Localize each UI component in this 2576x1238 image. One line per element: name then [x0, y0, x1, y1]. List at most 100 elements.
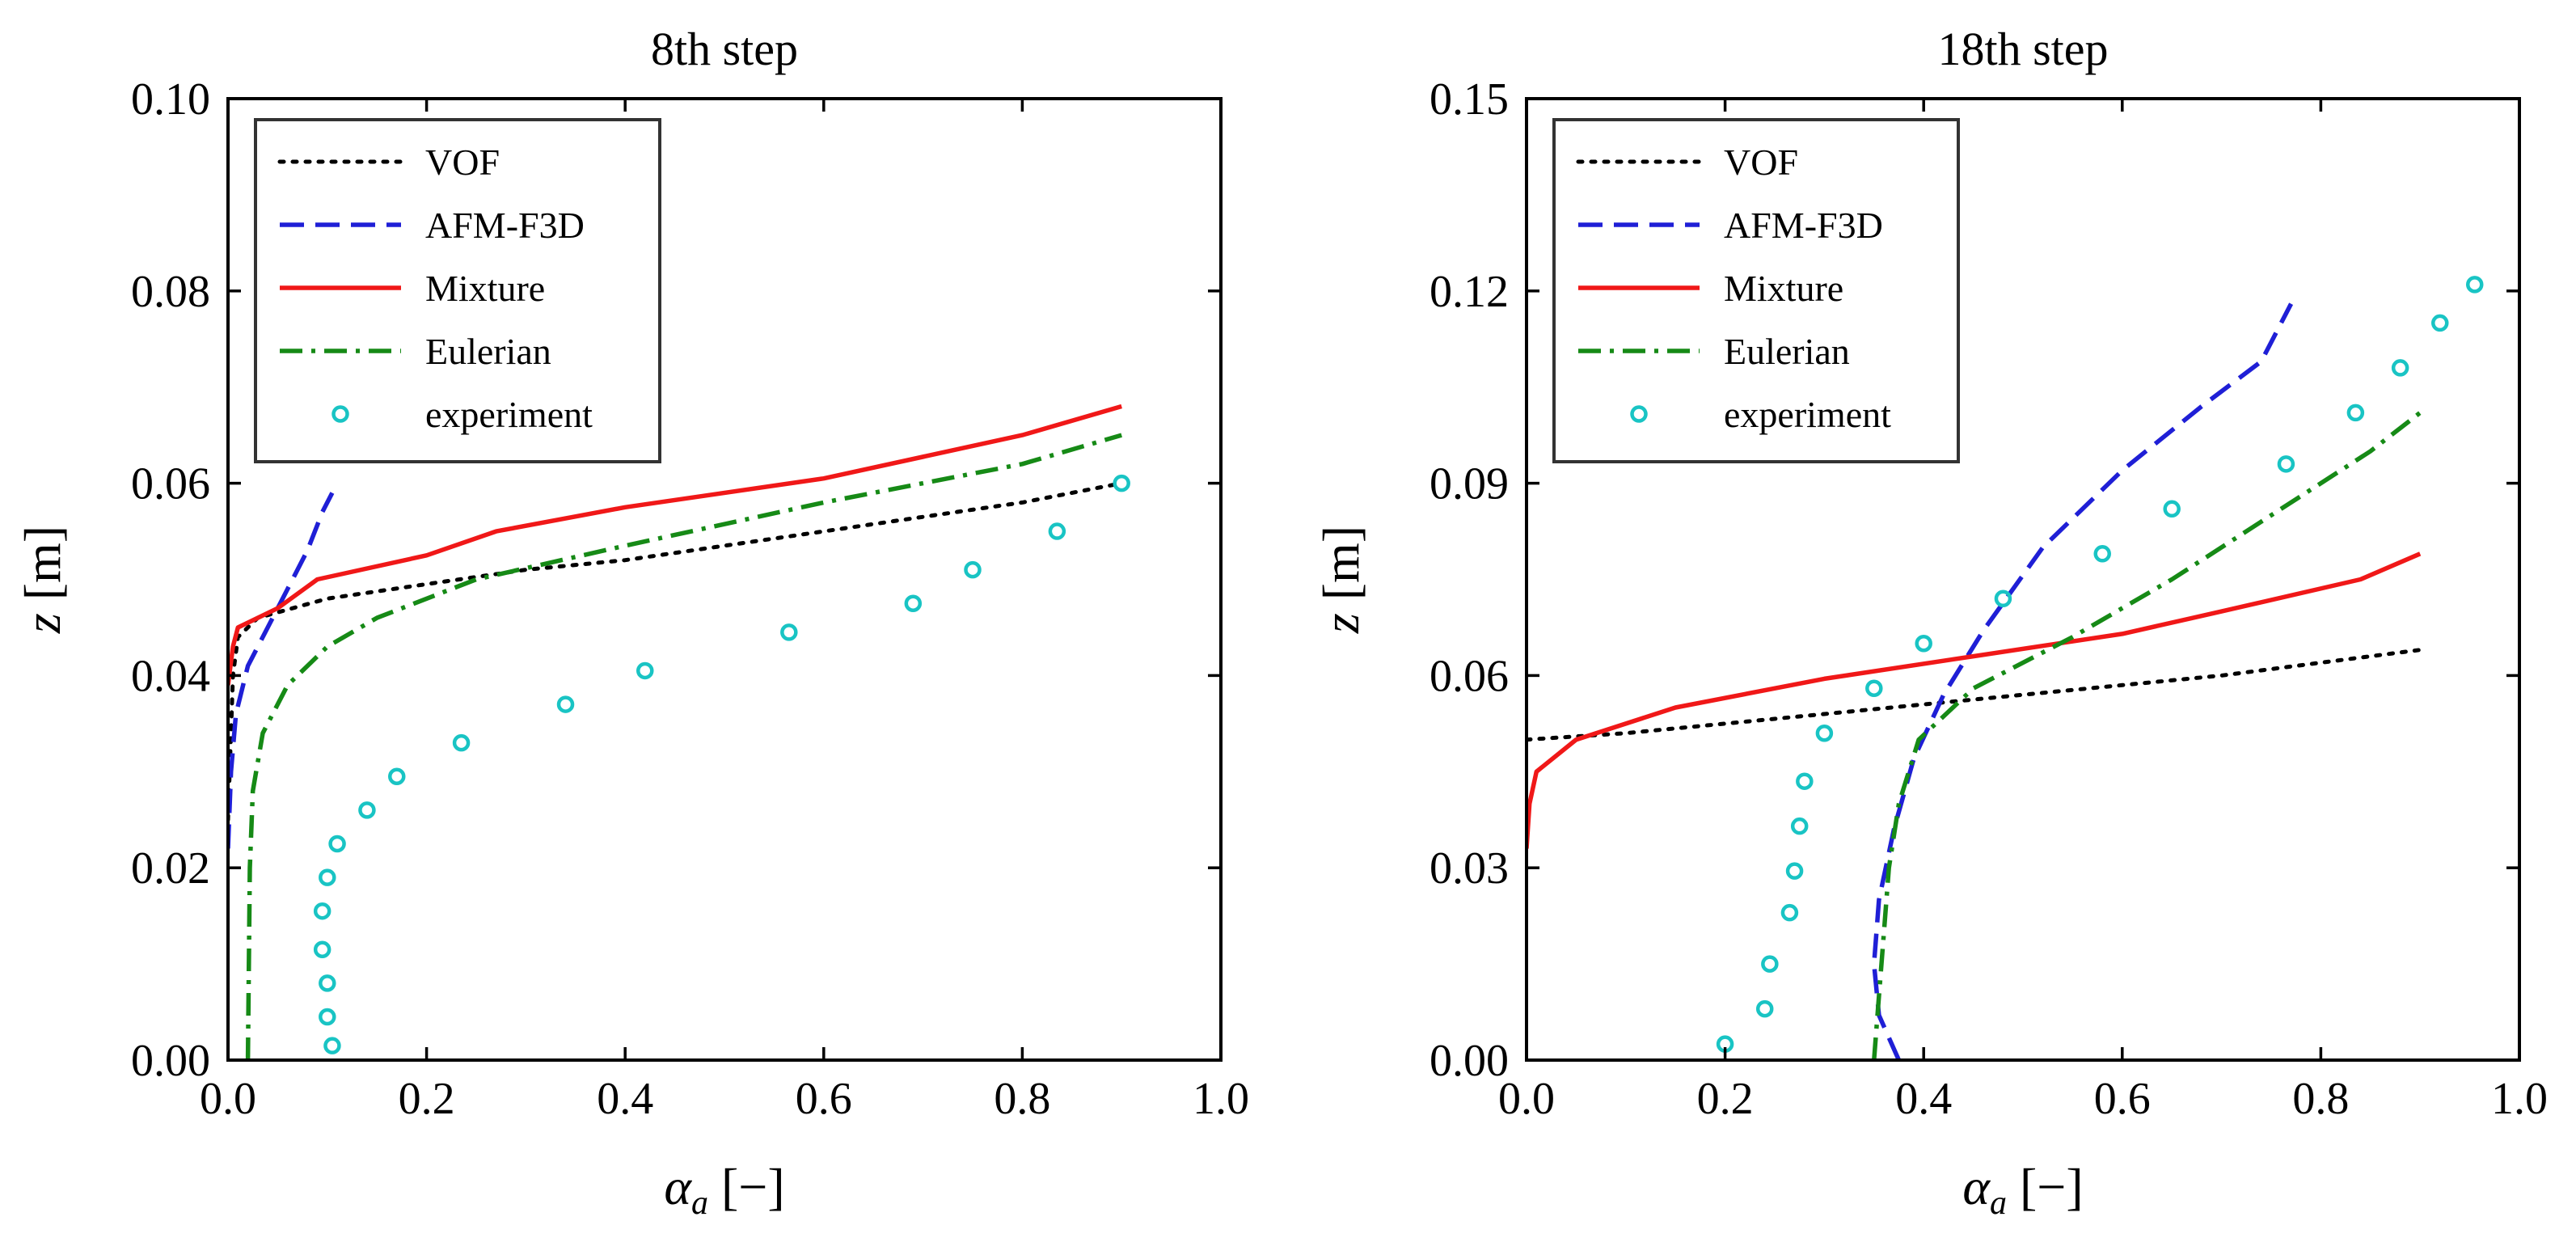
data-point	[1761, 955, 1779, 973]
data-point	[2431, 314, 2449, 332]
data-point	[2093, 545, 2111, 563]
data-point	[2163, 500, 2181, 518]
legend-label-experiment: experiment	[1724, 394, 1891, 435]
y-axis-label: z [m]	[1312, 526, 1370, 634]
y-tick-label: 0.12	[1429, 267, 1509, 317]
data-point	[452, 733, 471, 752]
y-tick-label: 0.02	[131, 843, 210, 894]
y-tick-label: 0.15	[1429, 74, 1509, 125]
y-tick-label: 0.09	[1429, 459, 1509, 509]
x-tick-label: 0.4	[1895, 1074, 1952, 1124]
data-point	[1796, 772, 1814, 790]
y-axis-unit: [m]	[14, 526, 71, 613]
legend-label-vof: VOF	[1724, 142, 1798, 183]
data-point	[328, 834, 346, 853]
data-point	[1815, 724, 1834, 742]
legend-marker-experiment	[1630, 405, 1648, 423]
plot-area	[1527, 276, 2484, 1060]
y-tick-label: 0.04	[131, 651, 210, 701]
x-tick-label: 0.0	[200, 1074, 256, 1124]
legend-label-mixture: Mixture	[1724, 268, 1843, 309]
x-tick-label: 0.6	[2094, 1074, 2151, 1124]
series-line-afm-f3d	[1872, 302, 2294, 1060]
data-point	[1790, 817, 1809, 835]
legend-label-afm-f3d: AFM-F3D	[425, 205, 585, 246]
chart-title: 8th step	[651, 23, 798, 75]
y-tick-label: 0.10	[131, 74, 210, 125]
x-tick-label: 0.8	[994, 1074, 1050, 1124]
data-point	[2346, 404, 2365, 422]
y-tick-label: 0.08	[131, 267, 210, 317]
data-point	[323, 1037, 341, 1054]
legend-label-experiment: experiment	[425, 394, 593, 435]
x-tick-label: 0.4	[597, 1074, 653, 1124]
series-experiment	[313, 474, 1130, 1054]
y-axis-label: z [m]	[14, 526, 71, 634]
plot-area	[228, 404, 1130, 1060]
chart-title: 18th step	[1937, 23, 2108, 75]
x-axis-label: αa [−]	[1962, 1158, 2083, 1222]
chart-panel-1: 8th step 0.0 0.2 0.4 0.6 0.8 1.0 0.00 0.02 0.04 0.…	[14, 23, 1249, 1222]
x-axis-symbol: α	[1962, 1158, 1991, 1215]
data-point	[904, 594, 923, 612]
legend-label-vof: VOF	[425, 142, 500, 183]
legend-label-mixture: Mixture	[425, 268, 545, 309]
series-line-vof	[1527, 648, 2422, 742]
data-point	[964, 560, 982, 579]
data-point	[2465, 276, 2484, 294]
series-line-mixture	[1527, 551, 2422, 849]
data-point	[636, 661, 654, 680]
series-line-mixture	[228, 404, 1122, 686]
data-point	[319, 868, 336, 886]
x-axis-symbol: α	[664, 1158, 692, 1215]
x-axis-unit: [−]	[708, 1158, 785, 1215]
y-tick-label: 0.00	[1429, 1036, 1509, 1086]
x-axis-subscript: a	[691, 1185, 708, 1222]
legend-box	[254, 118, 661, 463]
y-tick-label: 0.06	[1429, 651, 1509, 701]
y-tick-label: 0.00	[131, 1036, 210, 1086]
data-point	[1865, 679, 1883, 698]
data-point	[780, 623, 798, 641]
legend: VOF AFM-F3D Mixture Eulerian experiment	[254, 118, 661, 463]
data-point	[313, 902, 332, 920]
data-point	[313, 940, 332, 959]
data-point	[1780, 903, 1799, 922]
series-line-vof	[228, 481, 1124, 822]
y-axis-unit: [m]	[1312, 526, 1370, 613]
x-tick-label: 0.0	[1498, 1074, 1555, 1124]
legend: VOF AFM-F3D Mixture Eulerian experiment	[1552, 118, 1960, 463]
data-point	[388, 767, 406, 785]
data-point	[2391, 359, 2409, 377]
series-line-afm-f3d	[228, 492, 335, 849]
x-axis-unit: [−]	[2007, 1158, 2084, 1215]
series-line-eulerian	[245, 433, 1122, 1060]
data-point	[1785, 862, 1804, 880]
series-line-eulerian	[1872, 411, 2422, 1060]
legend-box	[1552, 118, 1960, 463]
y-tick-label: 0.06	[131, 459, 210, 509]
x-tick-label: 0.8	[2292, 1074, 2349, 1124]
data-point	[1113, 474, 1130, 492]
y-axis-symbol: z	[14, 613, 71, 634]
data-point	[1915, 635, 1932, 653]
legend-label-eulerian: Eulerian	[1724, 331, 1850, 372]
data-point	[319, 1008, 336, 1026]
data-point	[1755, 999, 1774, 1018]
x-tick-label: 0.2	[1697, 1074, 1754, 1124]
y-tick-label: 0.03	[1429, 843, 1509, 894]
data-point	[358, 801, 376, 819]
data-point	[556, 695, 575, 713]
y-axis-symbol: z	[1312, 613, 1370, 634]
x-tick-label: 0.6	[796, 1074, 852, 1124]
data-point	[1048, 522, 1066, 540]
data-point	[1994, 589, 2012, 608]
legend-label-afm-f3d: AFM-F3D	[1724, 205, 1883, 246]
legend-label-eulerian: Eulerian	[425, 331, 551, 372]
x-tick-label: 1.0	[1193, 1074, 1249, 1124]
axes-frame	[1525, 97, 2521, 1062]
data-point	[2277, 455, 2295, 473]
legend-marker-experiment	[332, 405, 349, 423]
data-point	[319, 974, 336, 992]
